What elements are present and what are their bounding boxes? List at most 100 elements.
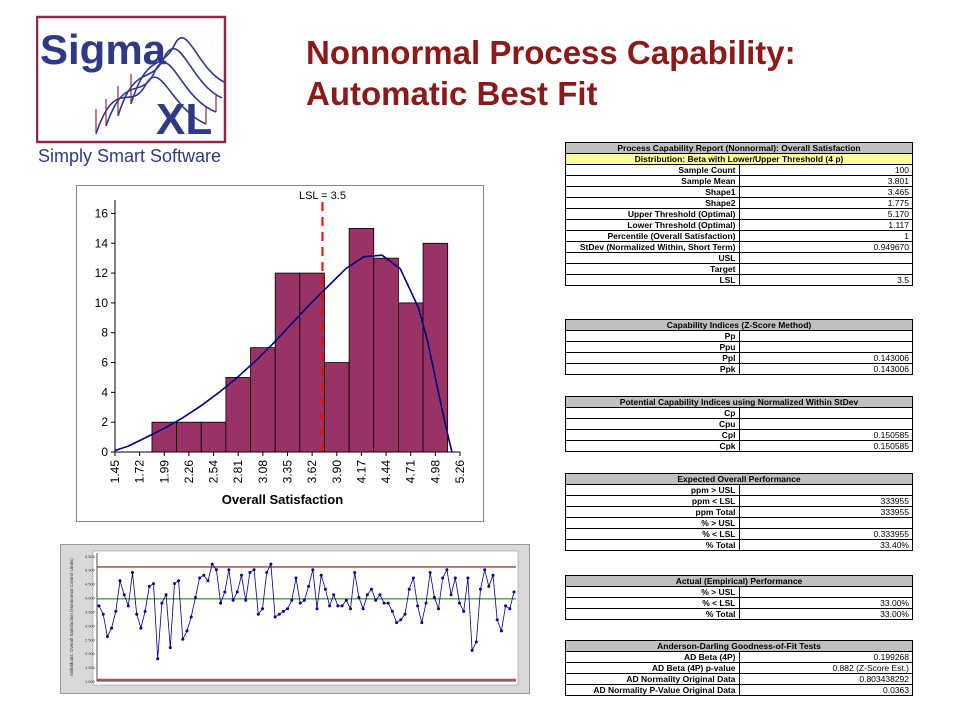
data-point <box>411 576 415 580</box>
data-point <box>386 601 390 605</box>
lsl-label: LSL = 3.5 <box>299 190 346 202</box>
data-point <box>131 571 134 574</box>
y-tick-label: 4.000 <box>85 596 96 601</box>
title-line-1: Nonnormal Process Capability: <box>306 34 796 71</box>
data-point <box>499 629 503 633</box>
data-point <box>223 590 227 594</box>
row-value: 333955 <box>738 506 913 518</box>
data-point <box>403 612 407 616</box>
table-row: Sample Count 100 <box>565 164 913 176</box>
table-row: % > USL <box>565 517 913 529</box>
plot-area <box>92 550 519 686</box>
row-value <box>738 407 913 419</box>
row-label: StDev (Normalized Within, Short Term) <box>565 241 740 253</box>
row-label: Ppl <box>565 352 740 364</box>
data-point <box>97 604 101 608</box>
table-row: ppm Total 333955 <box>565 506 913 518</box>
data-point <box>156 657 160 661</box>
row-value: 0.150585 <box>738 440 913 452</box>
data-point <box>273 615 277 619</box>
data-point <box>114 609 118 613</box>
table-row: LSL 3.5 <box>565 274 913 286</box>
row-value: 0.150585 <box>738 429 913 441</box>
data-point <box>395 621 399 625</box>
logo-word-xl: XL <box>156 95 212 144</box>
data-point <box>470 648 474 652</box>
data-point <box>365 593 369 597</box>
row-label: Shape2 <box>565 197 740 209</box>
row-value <box>738 341 913 353</box>
data-point <box>126 604 130 608</box>
x-tick-label: 5.26 <box>453 460 467 484</box>
report-title: Process Capability Report (Nonnormal): O… <box>565 142 913 154</box>
table-row: Lower Threshold (Optimal) 1.117 <box>565 219 913 231</box>
row-value <box>738 330 913 342</box>
data-point <box>407 587 411 591</box>
data-point <box>495 618 499 622</box>
table-row: Cpk 0.150585 <box>565 440 913 452</box>
y-tick-label: 6 <box>101 356 108 370</box>
data-point <box>458 601 461 605</box>
x-tick-label: 1.45 <box>108 460 122 484</box>
data-point <box>152 582 155 586</box>
data-point <box>198 576 202 580</box>
row-value: 0.199268 <box>738 651 913 663</box>
x-tick-label: 2.26 <box>182 460 196 484</box>
capability-report-table: Process Capability Report (Nonnormal): O… <box>565 142 913 286</box>
data-point <box>193 596 197 599</box>
histogram-bar <box>324 362 350 453</box>
row-value: 1 <box>738 230 913 242</box>
y-tick-label: 1.500 <box>85 665 96 670</box>
data-point <box>307 584 311 588</box>
histogram-svg: 0 2 4 6 8 10 12 14 16 1.45 1.72 1.99 2.26 2.54 2.81 3.0… <box>95 190 467 507</box>
data-point <box>349 607 352 611</box>
data-point <box>168 646 172 650</box>
row-label: AD Normality P-Value Original Data <box>565 684 740 696</box>
row-label: % Total <box>565 608 740 620</box>
table-row: ppm < LSL 333955 <box>565 495 913 507</box>
row-label: AD Normality Original Data <box>565 673 740 685</box>
data-point <box>357 596 361 599</box>
table-row: % Total 33.00% <box>565 608 913 620</box>
row-label: Cpl <box>565 429 740 441</box>
data-point <box>256 612 260 616</box>
y-tick-label: 8 <box>101 326 108 340</box>
data-point <box>420 621 424 625</box>
data-point <box>286 607 290 611</box>
data-point <box>390 609 394 613</box>
data-point <box>139 626 143 630</box>
y-tick-label: 14 <box>95 236 109 250</box>
data-point <box>462 609 466 613</box>
data-point <box>281 609 285 613</box>
y-tick-label: 2.000 <box>85 651 96 656</box>
row-label: Sample Count <box>565 164 740 176</box>
x-axis-label: Overall Satisfaction <box>222 492 343 507</box>
actual-performance-table: Actual (Empirical) Performance % > USL% … <box>565 575 913 620</box>
data-point <box>328 604 332 608</box>
distribution-label: Distribution: Beta with Lower/Upper Thre… <box>565 153 913 165</box>
x-tick-label: 1.99 <box>157 460 171 484</box>
table-row: Ppk 0.143006 <box>565 363 913 375</box>
data-point <box>311 568 315 572</box>
data-point <box>189 615 193 619</box>
sigmaxl-logo: Sigma XL Simply Smart Software <box>35 14 228 169</box>
row-label: % < LSL <box>565 597 740 609</box>
histogram-bar <box>274 272 301 453</box>
row-label: % < LSL <box>565 528 740 540</box>
data-point <box>277 612 281 616</box>
row-value <box>738 517 913 529</box>
row-value: 0.143006 <box>738 352 913 364</box>
expected-performance-table: Expected Overall Performance ppm > USL pp… <box>565 473 913 551</box>
y-tick-label: 5.500 <box>85 554 96 559</box>
data-point <box>252 568 256 572</box>
data-point <box>487 584 491 588</box>
x-tick-label: 3.08 <box>256 460 270 484</box>
table-row: Shape1 3.465 <box>565 186 913 198</box>
row-label: AD Beta (4P) p-value <box>565 662 740 674</box>
data-point <box>185 629 189 633</box>
y-tick-label: 2.500 <box>85 637 96 642</box>
data-point <box>122 593 126 597</box>
data-point <box>181 637 185 641</box>
row-value <box>738 484 913 496</box>
histogram-bar <box>151 421 178 453</box>
